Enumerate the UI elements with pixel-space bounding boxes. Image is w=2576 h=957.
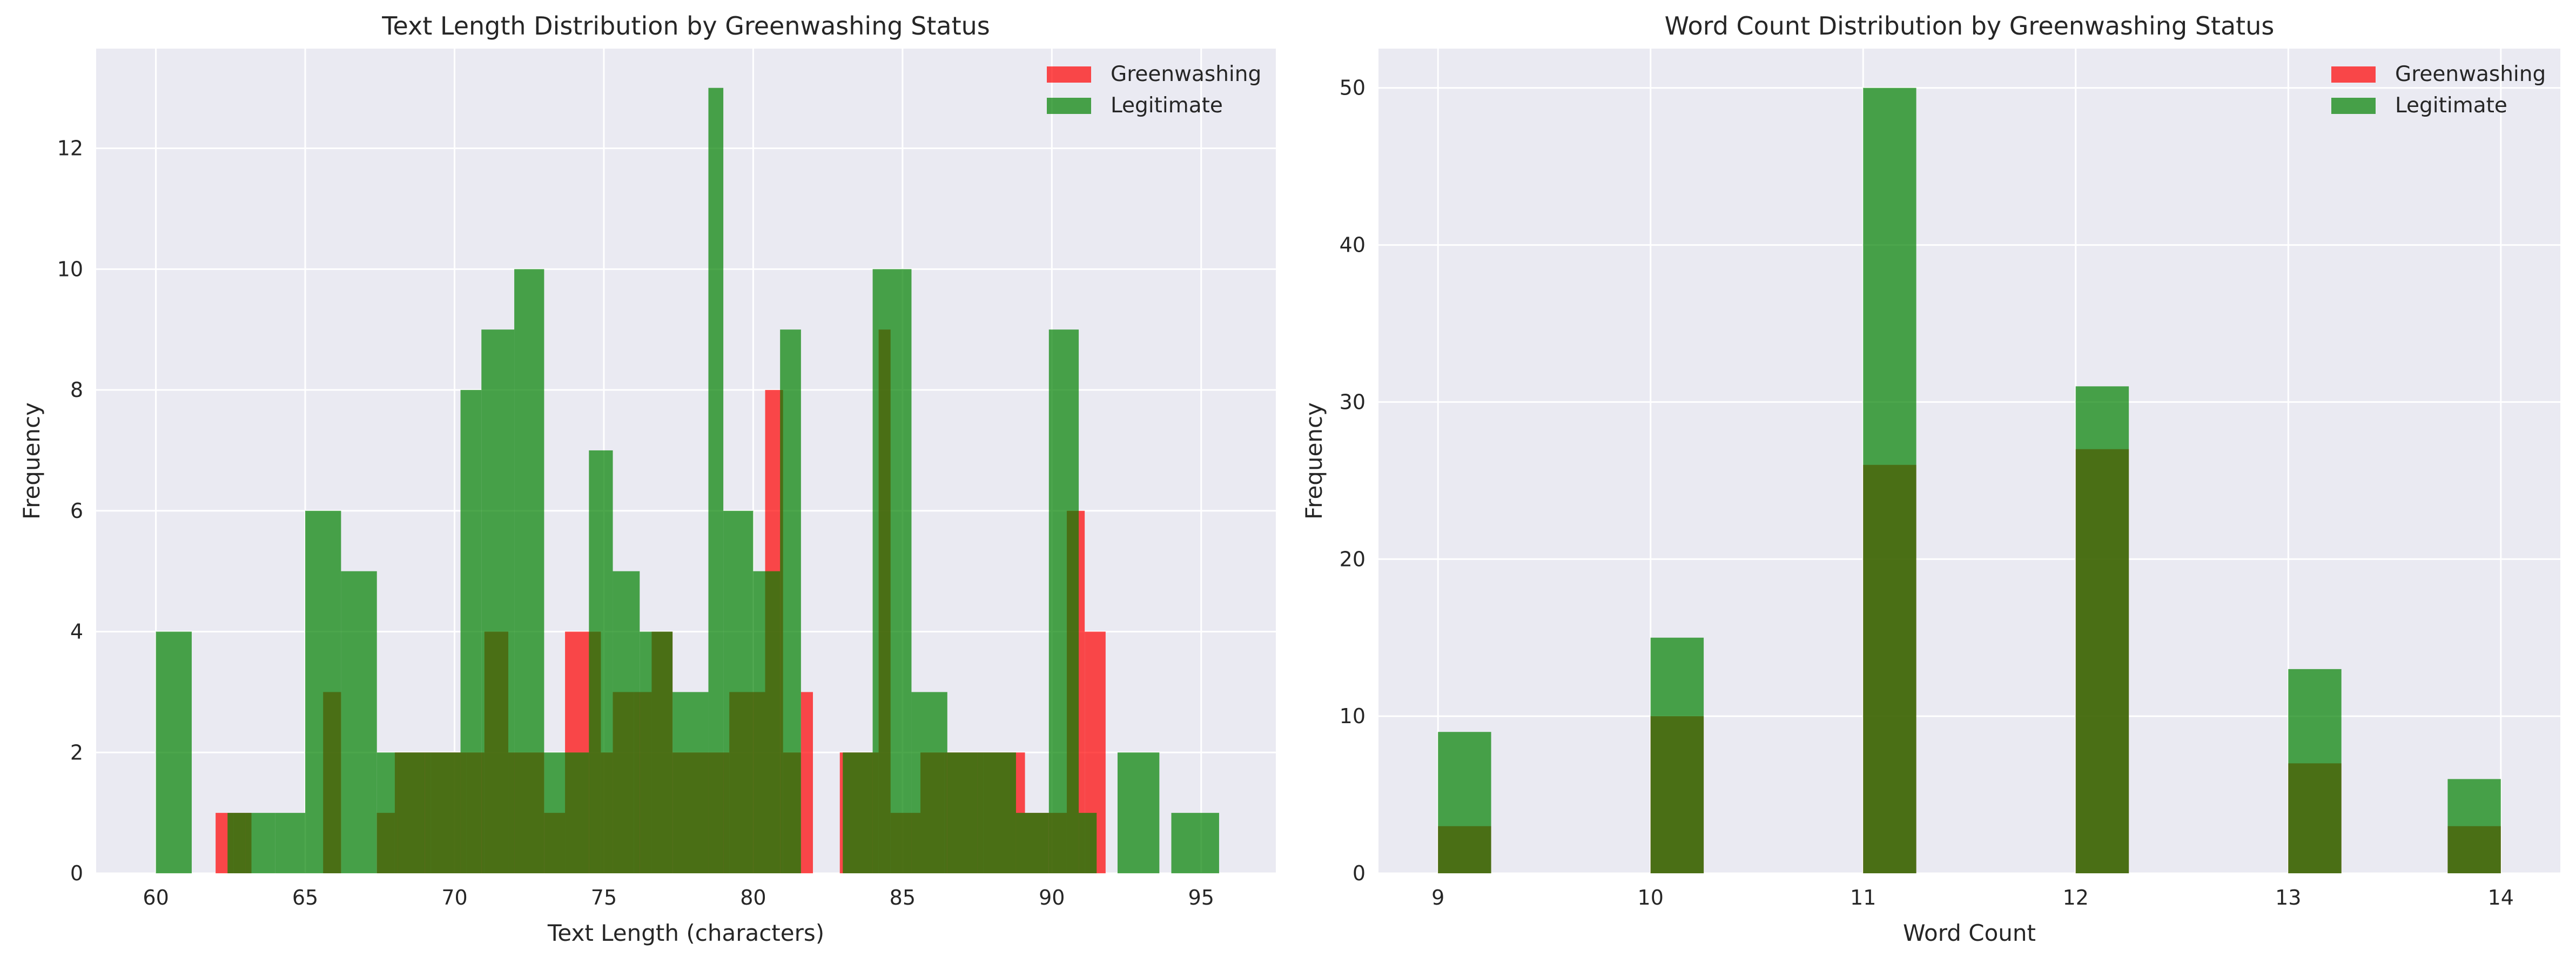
x-tick-label: 65: [292, 886, 318, 909]
bar: [398, 752, 425, 873]
x-tick-label: 11: [1850, 886, 1876, 909]
bar: [425, 752, 461, 873]
chart-panel-1: 60 65 70 75 80 85 90 95 0 2 4 6 8 10 12 Text Length Dis…: [18, 11, 1276, 946]
y-tick-label: 0: [1353, 861, 1366, 885]
x-tick-label: 14: [2488, 886, 2514, 909]
bar: [156, 631, 192, 873]
bar: [613, 571, 640, 873]
legend-label: Greenwashing: [1111, 62, 1261, 86]
y-tick-label: 20: [1340, 547, 1366, 571]
legend-swatch: [2331, 98, 2376, 114]
x-tick-label: 75: [591, 886, 617, 909]
x-tick-label: 13: [2275, 886, 2301, 909]
y-tick-label: 40: [1340, 233, 1366, 257]
chart-title: Word Count Distribution by Greenwashing …: [1665, 11, 2275, 41]
bar: [1048, 329, 1079, 873]
bar: [1117, 752, 1160, 873]
x-tick-label: 60: [143, 886, 169, 909]
legend-label: Greenwashing: [2395, 62, 2546, 86]
legend-label: Legitimate: [2395, 93, 2507, 118]
legend-swatch: [1047, 66, 1091, 83]
bar: [460, 390, 482, 873]
bar: [544, 752, 589, 873]
bar: [708, 87, 724, 874]
bar: [1650, 637, 1704, 873]
y-axis-label: Frequency: [18, 402, 45, 520]
bar: [305, 510, 341, 873]
bar: [2447, 779, 2501, 873]
bar: [977, 752, 1016, 873]
x-tick-label: 80: [740, 886, 766, 909]
series-legitimate: [1438, 87, 2501, 874]
plot-area: [1378, 49, 2560, 873]
bar: [780, 329, 801, 873]
bar: [245, 813, 275, 873]
bar: [2075, 386, 2129, 873]
bar: [723, 510, 754, 873]
x-tick-label: 9: [1431, 886, 1444, 909]
legend-label: Legitimate: [1111, 93, 1223, 118]
bar: [2288, 669, 2342, 873]
bar: [1438, 732, 1491, 873]
chart-title: Text Length Distribution by Greenwashing…: [381, 11, 990, 41]
legend: Greenwashing Legitimate: [1047, 62, 1261, 118]
bar: [1863, 87, 1916, 874]
bar: [481, 329, 515, 873]
bar: [801, 692, 813, 873]
x-tick-label: 10: [1638, 886, 1664, 909]
y-tick-label: 0: [70, 861, 83, 885]
bar: [947, 752, 978, 873]
bar: [1079, 813, 1097, 873]
legend-swatch: [2331, 66, 2376, 83]
bar: [376, 752, 398, 873]
bar: [1171, 813, 1219, 873]
y-tick-label: 10: [57, 257, 83, 281]
bar: [589, 450, 613, 873]
y-tick-label: 12: [57, 137, 83, 160]
bar: [753, 571, 781, 873]
x-tick-label: 95: [1188, 886, 1214, 909]
bar: [1015, 813, 1049, 873]
bar: [672, 692, 709, 873]
bar: [911, 692, 947, 873]
legend: Greenwashing Legitimate: [2331, 62, 2546, 118]
y-tick-label: 10: [1340, 704, 1366, 728]
y-tick-label: 50: [1340, 76, 1366, 100]
bar: [341, 571, 377, 873]
y-axis-label: Frequency: [1301, 402, 1327, 520]
bar: [514, 269, 544, 873]
bar: [640, 631, 673, 873]
bar: [275, 813, 306, 873]
series-legitimate: [156, 87, 1219, 874]
bar: [872, 269, 912, 873]
y-tick-label: 30: [1340, 390, 1366, 414]
x-axis-label: Word Count: [1903, 920, 2036, 946]
x-tick-label: 70: [441, 886, 467, 909]
y-tick-label: 4: [70, 620, 83, 644]
x-tick-label: 90: [1039, 886, 1065, 909]
bar: [227, 813, 246, 873]
x-axis-label: Text Length (characters): [547, 920, 824, 946]
y-tick-label: 2: [70, 740, 83, 764]
y-tick-label: 6: [70, 499, 83, 523]
x-tick-label: 12: [2063, 886, 2089, 909]
legend-swatch: [1047, 98, 1091, 114]
bar: [843, 752, 873, 873]
x-tick-label: 85: [890, 886, 916, 909]
chart-panel-2: 9 10 11 12 13 14 0 10 20 30 40 50 Word Count Distrib…: [1301, 11, 2560, 946]
y-tick-label: 8: [70, 378, 83, 402]
